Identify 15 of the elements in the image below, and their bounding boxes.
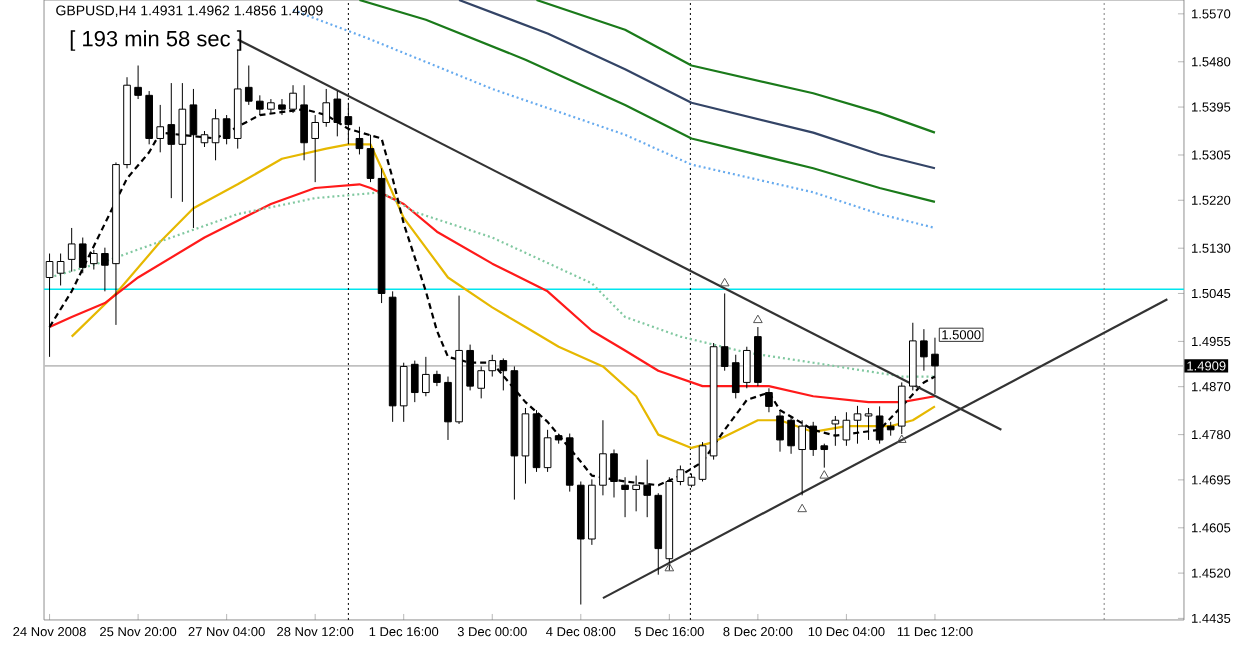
- point: [664, 562, 675, 572]
- point: [896, 434, 907, 443]
- annotation: [ 193 min 58 sec ]: [70, 30, 242, 51]
- point: [719, 277, 730, 287]
- candlestick: [366, 134, 375, 183]
- line-series: [70, 143, 937, 450]
- candlestick: [765, 387, 773, 413]
- candlestick: [853, 405, 862, 445]
- line-series: [358, 0, 937, 203]
- line-series: [457, 0, 937, 170]
- point: [819, 470, 830, 479]
- line-series: [535, 0, 937, 134]
- point: [797, 503, 807, 513]
- point: [753, 314, 763, 324]
- candlestick: [355, 126, 364, 155]
